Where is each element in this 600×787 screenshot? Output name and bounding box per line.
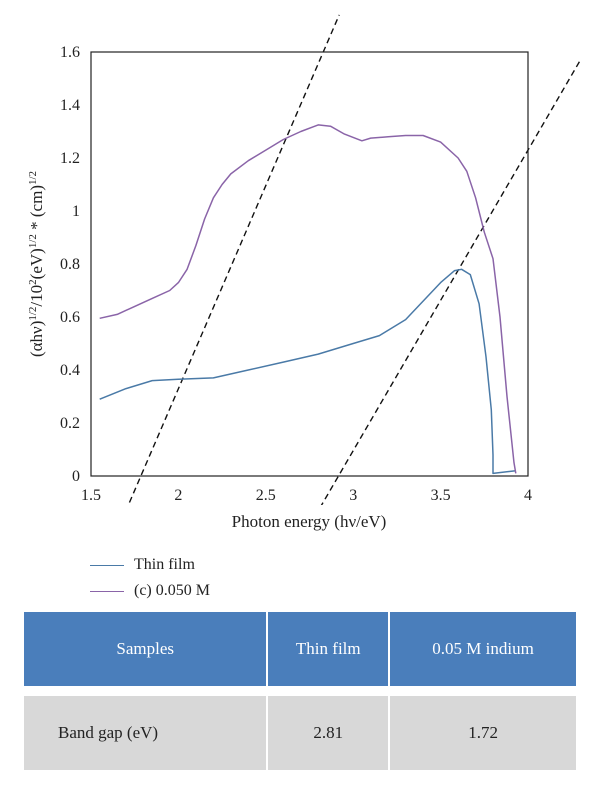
x-tick-labels: 1.5 2 2.5 3 3.5 4 bbox=[81, 487, 532, 504]
y-tick-label: 1 bbox=[72, 203, 80, 220]
table-header-samples: Samples bbox=[24, 612, 267, 686]
y-tick-label: 0 bbox=[72, 468, 80, 485]
y-axis-label: (αhν)1/2/102(eV)1/2 * (cm)1/2 bbox=[27, 171, 46, 357]
y-tick-labels: 0 0.2 0.4 0.6 0.8 1 1.2 1.4 1.6 bbox=[60, 44, 80, 485]
band-gap-thin-film: 2.81 bbox=[268, 696, 389, 770]
legend-label: (c) 0.050 M bbox=[134, 582, 210, 599]
legend-swatch-thin-film bbox=[90, 564, 124, 566]
y-tick-label: 0.6 bbox=[60, 309, 80, 326]
y-tick-label: 1.6 bbox=[60, 44, 80, 61]
band-gap-table: Samples Thin film 0.05 M indium Band gap… bbox=[22, 612, 578, 770]
x-tick-label: 4 bbox=[524, 487, 532, 504]
table-row: Band gap (eV) 2.81 1.72 bbox=[24, 696, 576, 770]
y-tick-label: 1.2 bbox=[60, 150, 80, 167]
legend-item: Thin film bbox=[90, 552, 210, 578]
legend: Thin film (c) 0.050 M bbox=[90, 552, 210, 604]
tangent-lines bbox=[128, 14, 582, 505]
x-tick-label: 2 bbox=[174, 487, 182, 504]
x-tick-label: 1.5 bbox=[81, 487, 101, 504]
y-tick-label: 0.2 bbox=[60, 415, 80, 432]
legend-label: Thin film bbox=[134, 556, 195, 573]
band-gap-indium: 1.72 bbox=[390, 696, 576, 770]
series-line-0 bbox=[99, 268, 516, 475]
y-tick-label: 0.8 bbox=[60, 256, 80, 273]
series-line-1 bbox=[99, 124, 517, 474]
y-tick-label: 1.4 bbox=[60, 97, 80, 114]
table-header-indium: 0.05 M indium bbox=[390, 612, 576, 686]
table-header-row: Samples Thin film 0.05 M indium bbox=[24, 612, 576, 686]
legend-item: (c) 0.050 M bbox=[90, 578, 210, 604]
chart: 1.5 2 2.5 3 3.5 4 0 0.2 0.4 0.6 0.8 1 1.2 1.4 1.6 Pho… bbox=[27, 14, 582, 531]
legend-swatch-indium bbox=[90, 590, 124, 592]
x-axis-label: Photon energy (hν/eV) bbox=[232, 512, 387, 531]
row-label-band-gap: Band gap (eV) bbox=[24, 696, 267, 770]
x-tick-label: 3 bbox=[349, 487, 357, 504]
x-tick-label: 2.5 bbox=[256, 487, 276, 504]
tangent-line-1 bbox=[320, 59, 582, 505]
y-tick-label: 0.4 bbox=[60, 362, 80, 379]
x-tick-label: 3.5 bbox=[431, 487, 451, 504]
series-group bbox=[99, 124, 517, 475]
plot-area bbox=[90, 51, 529, 477]
tangent-line-0 bbox=[128, 14, 340, 503]
table-header-thin-film: Thin film bbox=[268, 612, 389, 686]
